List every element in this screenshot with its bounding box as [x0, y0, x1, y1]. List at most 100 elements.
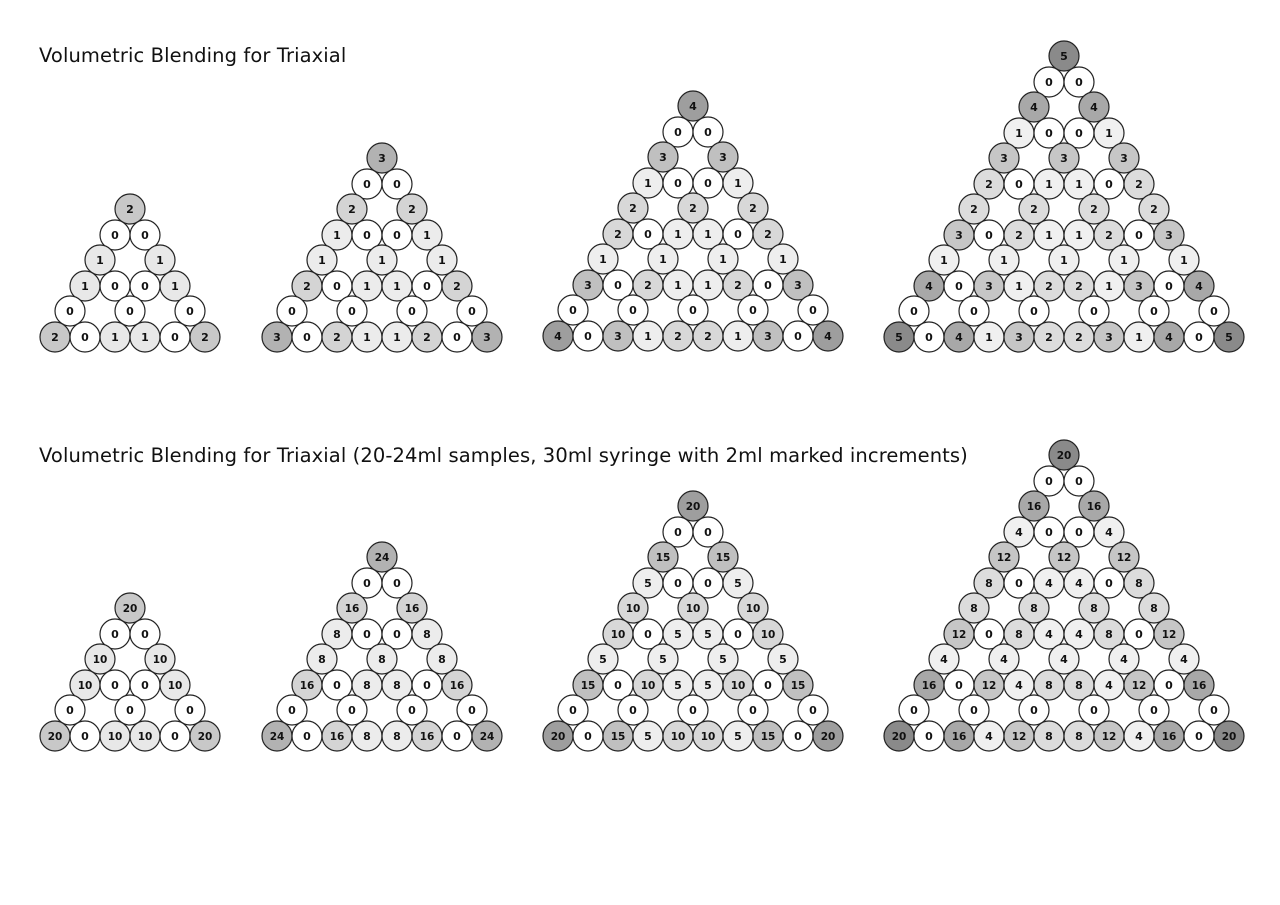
- top-component-circle: [456, 295, 488, 327]
- blend-triple: 200 0: [99, 592, 161, 650]
- top-component-circle: [84, 643, 116, 675]
- left-component-value: 0: [674, 526, 682, 539]
- left-component-value: 20: [48, 731, 63, 743]
- blend-triple: 10 2: [411, 244, 473, 302]
- top-component-value: 16: [1087, 501, 1102, 513]
- top-component-circle: [587, 643, 619, 675]
- top-component-value: 0: [569, 704, 577, 717]
- left-component-value: 0: [363, 577, 371, 590]
- blend-triple: 84 8: [1063, 592, 1125, 650]
- right-component-value: 0: [644, 228, 652, 241]
- right-component-value: 2: [1105, 229, 1113, 242]
- top-component-circle: [1108, 142, 1140, 174]
- blend-triple: 00 20: [159, 694, 221, 752]
- top-component-circle: [426, 643, 458, 675]
- right-component-value: 1: [674, 279, 682, 292]
- left-component-value: 8: [393, 730, 401, 743]
- right-component-value: 15: [791, 680, 806, 692]
- right-component-circle: [441, 669, 473, 701]
- left-component-value: 0: [423, 280, 431, 293]
- top-component-value: 2: [689, 202, 697, 215]
- top-component-circle: [988, 643, 1020, 675]
- blend-triple: 30 0: [351, 142, 413, 200]
- blend-triple: 01 1: [99, 295, 161, 353]
- top-component-value: 0: [186, 704, 194, 717]
- left-component-value: 0: [1075, 127, 1083, 140]
- top-component-value: 0: [569, 304, 577, 317]
- top-component-value: 3: [1060, 152, 1068, 165]
- top-component-value: 5: [659, 653, 667, 666]
- top-component-circle: [1078, 91, 1110, 123]
- blend-triple: 04 0: [542, 294, 604, 352]
- left-component-value: 10: [108, 731, 123, 743]
- right-component-value: 0: [584, 730, 592, 743]
- blend-triple: 23 0: [943, 193, 1005, 251]
- top-component-value: 4: [1060, 653, 1068, 666]
- left-component-value: 1: [674, 228, 682, 241]
- top-component-circle: [1018, 91, 1050, 123]
- right-component-value: 1: [704, 228, 712, 241]
- top-component-value: 8: [378, 653, 386, 666]
- right-component-circle: [752, 618, 784, 650]
- blend-triple: 30 2: [1093, 142, 1155, 200]
- right-component-circle: [1123, 168, 1155, 200]
- top-component-circle: [707, 141, 739, 173]
- blend-triple: 21 0: [321, 193, 383, 251]
- blend-triple: 04 1: [943, 295, 1005, 353]
- blend-triple: 13 1: [973, 244, 1035, 302]
- top-component-value: 2: [749, 202, 757, 215]
- top-component-value: 16: [345, 603, 360, 615]
- top-component-circle: [617, 592, 649, 624]
- top-component-value: 1: [1000, 254, 1008, 267]
- blend-triple: 12 0 8: [1093, 541, 1155, 599]
- left-component-value: 2: [1015, 229, 1023, 242]
- right-component-value: 4: [1045, 628, 1053, 641]
- right-component-value: 16: [1162, 731, 1177, 743]
- blend-triple: 08 16: [381, 694, 443, 752]
- blend-triple: 01 3: [722, 294, 784, 352]
- left-component-value: 0: [794, 730, 802, 743]
- blend-triple: 10 3: [752, 243, 814, 301]
- left-component-value: 2: [51, 331, 59, 344]
- top-component-circle: [1168, 244, 1200, 276]
- right-component-value: 0: [925, 331, 933, 344]
- top-component-value: 0: [66, 704, 74, 717]
- top-component-value: 15: [716, 552, 731, 564]
- blend-triple: 0 16 4: [943, 694, 1005, 752]
- right-component-circle: [1093, 117, 1125, 149]
- left-component-value: 1: [1075, 229, 1083, 242]
- top-component-value: 1: [1180, 254, 1188, 267]
- top-component-circle: [958, 295, 990, 327]
- top-component-value: 0: [1030, 305, 1038, 318]
- top-component-value: 0: [749, 304, 757, 317]
- right-component-value: 10: [138, 731, 153, 743]
- top-component-value: 2: [1090, 203, 1098, 216]
- blend-triple: 0 20 0: [39, 694, 101, 752]
- right-component-circle: [1093, 516, 1125, 548]
- right-component-value: 1: [734, 177, 742, 190]
- left-component-value: 5: [704, 679, 712, 692]
- left-component-value: 15: [581, 680, 596, 692]
- right-component-circle: [722, 167, 754, 199]
- left-component-value: 8: [985, 577, 993, 590]
- left-component-value: 0: [111, 229, 119, 242]
- blend-triple: 31 0: [632, 141, 694, 199]
- top-component-circle: [1138, 592, 1170, 624]
- left-component-value: 0: [141, 679, 149, 692]
- blend-triple: 40 1: [1063, 91, 1125, 149]
- blend-triple: 164 0: [1003, 490, 1065, 548]
- top-component-circle: [1048, 439, 1080, 471]
- right-component-circle: [159, 669, 191, 701]
- right-component-circle: [381, 567, 413, 599]
- top-component-value: 0: [749, 704, 757, 717]
- right-component-circle: [1153, 618, 1185, 650]
- left-component-value: 10: [611, 629, 626, 641]
- left-component-value: 2: [674, 330, 682, 343]
- left-component-value: 8: [1075, 730, 1083, 743]
- left-component-value: 0: [704, 177, 712, 190]
- right-component-value: 0: [674, 577, 682, 590]
- blend-triple: 4 16 0: [913, 643, 975, 701]
- left-component-value: 2: [1045, 280, 1053, 293]
